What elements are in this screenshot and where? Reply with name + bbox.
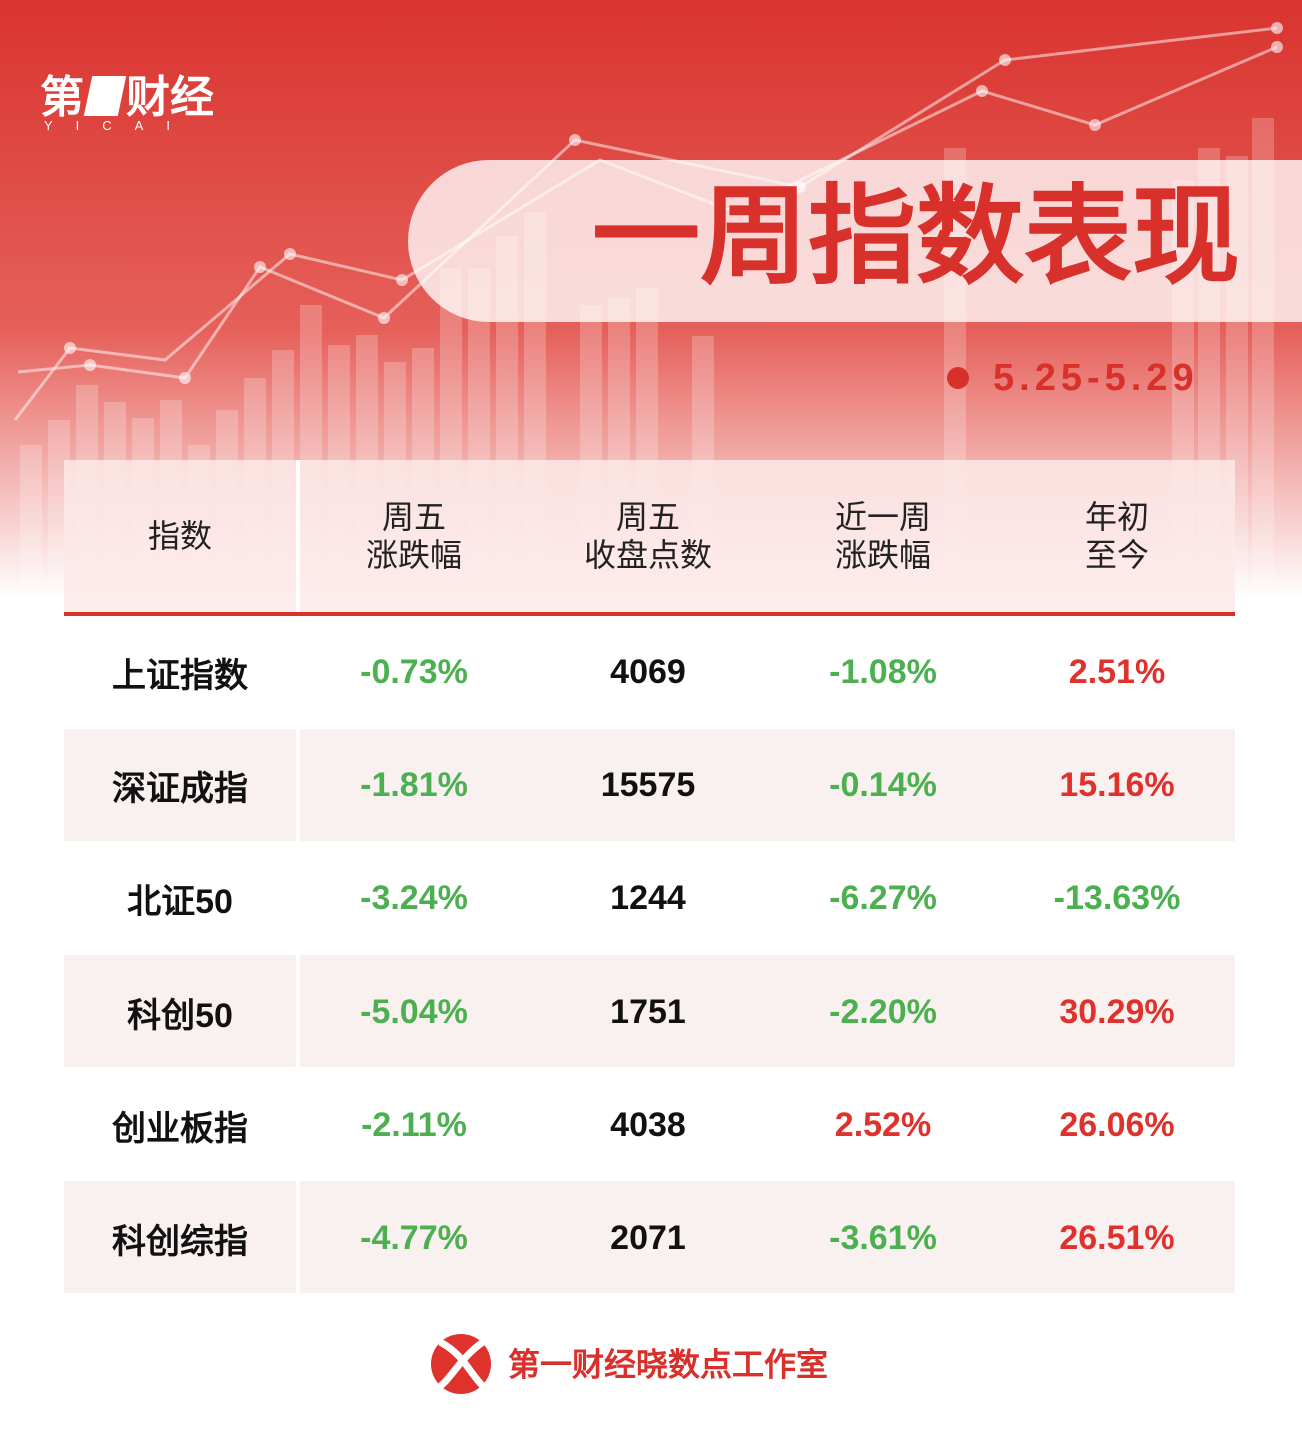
header-cell: 指数: [65, 460, 295, 612]
data-cell: -5.04%: [360, 992, 468, 1031]
data-cell: 15575: [600, 766, 696, 805]
footer-text: 第一财经晓数点工作室: [508, 1346, 828, 1382]
data-cell: -6.27%: [829, 879, 937, 918]
header-text: 近一周: [834, 499, 931, 535]
data-cell: 1244: [610, 879, 686, 918]
header-text: 年初: [1084, 499, 1149, 535]
data-cell: 15.16%: [1059, 766, 1175, 805]
header-cell: 近一周 涨跌幅: [768, 460, 998, 612]
data-cell: -3.24%: [360, 879, 468, 918]
logo-sub: YICAI: [44, 118, 193, 133]
logo-left: 第: [40, 73, 84, 122]
index-name: 北证50: [127, 883, 233, 922]
data-cell: 26.06%: [1059, 1105, 1175, 1144]
logo-mark: [83, 76, 127, 116]
index-name: 创业板指: [112, 1109, 248, 1148]
data-cell: -1.08%: [829, 653, 937, 691]
title: 一周指数表现: [592, 176, 1240, 297]
index-name: 深证成指: [112, 770, 248, 809]
data-cell: -0.73%: [360, 653, 468, 691]
data-cell: 1751: [610, 992, 686, 1031]
header-text: 周五: [381, 499, 446, 535]
data-cell: -2.11%: [361, 1105, 467, 1144]
header-cell: 周五 涨跌幅: [299, 460, 529, 612]
index-name: 上证指数: [112, 657, 248, 695]
data-cell: 2071: [610, 1219, 686, 1257]
data-cell: 26.51%: [1059, 1219, 1175, 1257]
footer-icon: [431, 1334, 491, 1394]
data-cell: -0.14%: [829, 766, 937, 805]
data-cell: -1.81%: [360, 766, 468, 805]
header-rule: [64, 612, 1235, 616]
logo-right: 财经: [126, 73, 214, 122]
data-cell: 2.52%: [834, 1105, 932, 1144]
table-header-bg: [64, 460, 1235, 612]
data-cell: -13.63%: [1053, 879, 1181, 918]
data-cell: -4.77%: [360, 1219, 468, 1257]
striped-rows: [64, 460, 1235, 1293]
header-text: 涨跌幅: [365, 537, 462, 573]
data-cell: 2.51%: [1068, 653, 1166, 691]
data-cell: -2.20%: [829, 992, 937, 1031]
header-cell: 年初 至今: [1002, 460, 1232, 612]
header-text: 收盘点数: [583, 537, 712, 573]
header-text: 至今: [1084, 537, 1149, 573]
header-text: 周五: [615, 499, 680, 535]
date-dot: [947, 367, 969, 389]
index-name: 科创50: [127, 996, 233, 1035]
date: 5.25-5.29: [993, 357, 1199, 399]
data-cell: 30.29%: [1059, 992, 1175, 1031]
data-cell: 4069: [610, 653, 686, 691]
header-text: 涨跌幅: [834, 537, 931, 573]
header-cell: 周五 收盘点数: [533, 460, 763, 612]
title-pill: [408, 160, 1302, 322]
index-name: 科创综指: [112, 1223, 248, 1261]
data-cell: 4038: [610, 1105, 686, 1144]
data-cell: -3.61%: [829, 1219, 937, 1257]
header-text: 指数: [147, 518, 212, 554]
